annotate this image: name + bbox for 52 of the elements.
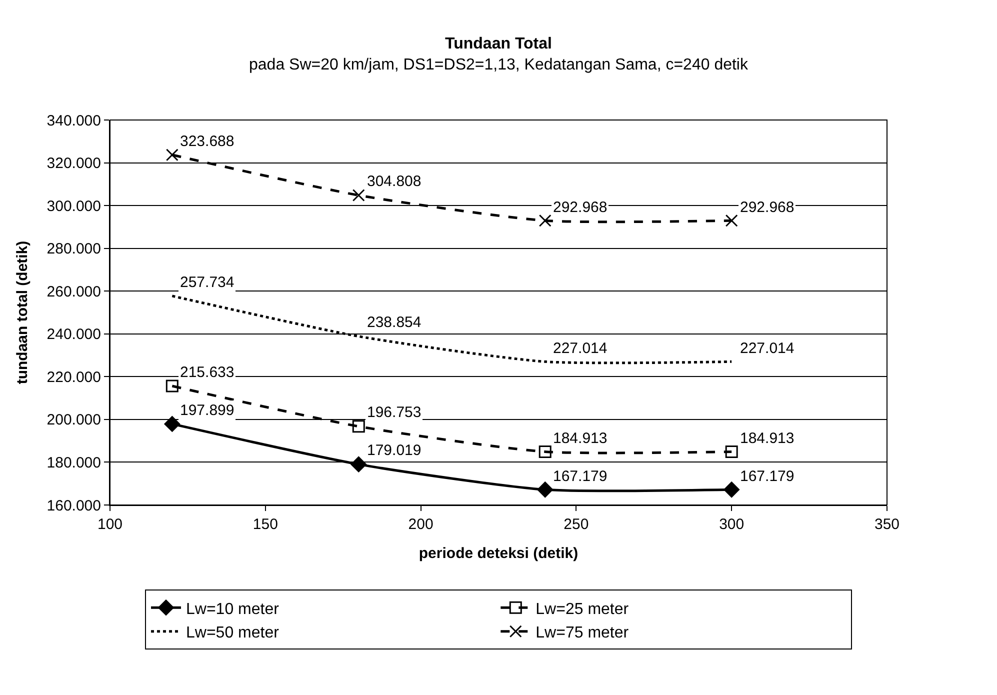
legend-label: Lw=10 meter (186, 600, 280, 618)
point (538, 214, 552, 227)
point (350, 456, 367, 472)
data-label: 227.014 (553, 340, 608, 357)
x-tick-label: 150 (252, 516, 278, 533)
data-label: 257.734 (180, 274, 234, 291)
y-tick-label: 300.000 (46, 198, 101, 215)
x-tick-label: 200 (408, 516, 434, 533)
chart-title: Tundaan Total (445, 36, 552, 53)
x-axis-title: periode deteksi (detik) (418, 545, 578, 562)
chart-subtitle: pada Sw=20 km/jam, DS1=DS2=1,13, Kedatangan Sama, c=240 detik (249, 56, 749, 74)
y-axis-title: tundaan total (detik) (14, 240, 32, 384)
y-tick-label: 260.000 (46, 283, 101, 300)
data-label: 179.019 (367, 442, 422, 459)
data-label: 184.913 (740, 430, 794, 447)
point (538, 445, 552, 458)
data-label: 227.014 (740, 340, 794, 357)
data-label: 304.808 (367, 173, 422, 190)
data-label: 167.179 (553, 468, 608, 485)
data-label: 292.968 (740, 199, 794, 216)
y-tick-label: 320.000 (46, 155, 101, 172)
x-tick-label: 100 (97, 516, 123, 533)
point (537, 482, 554, 498)
data-label: 197.899 (180, 402, 234, 419)
point (725, 445, 738, 458)
data-label: 167.179 (740, 468, 794, 485)
y-tick-label: 200.000 (46, 412, 101, 429)
legend-label: Lw=75 meter (536, 624, 630, 642)
x-tick-label: 300 (719, 516, 744, 533)
y-tick-label: 280.000 (46, 240, 101, 258)
point (352, 189, 365, 202)
data-label: 292.968 (553, 199, 608, 216)
point (164, 416, 180, 432)
x-tick-label: 350 (874, 516, 900, 533)
y-tick-label: 160.000 (46, 497, 101, 514)
data-label: 323.688 (180, 133, 234, 150)
point (352, 420, 365, 433)
legend-label: Lw=50 meter (186, 624, 280, 642)
legend-label: Lw=25 meter (536, 600, 630, 618)
point (166, 380, 178, 392)
y-tick-label: 340.000 (46, 112, 101, 130)
y-tick-label: 220.000 (46, 368, 101, 386)
point (166, 148, 178, 162)
data-label: 196.753 (367, 404, 422, 421)
y-tick-label: 240.000 (46, 326, 101, 344)
data-label: 184.913 (553, 430, 608, 447)
x-tick-label: 250 (564, 516, 589, 533)
point (725, 214, 738, 227)
data-label: 215.633 (180, 364, 234, 381)
y-tick-label: 180.000 (46, 454, 101, 472)
data-label: 238.854 (367, 314, 422, 331)
point (724, 482, 740, 498)
